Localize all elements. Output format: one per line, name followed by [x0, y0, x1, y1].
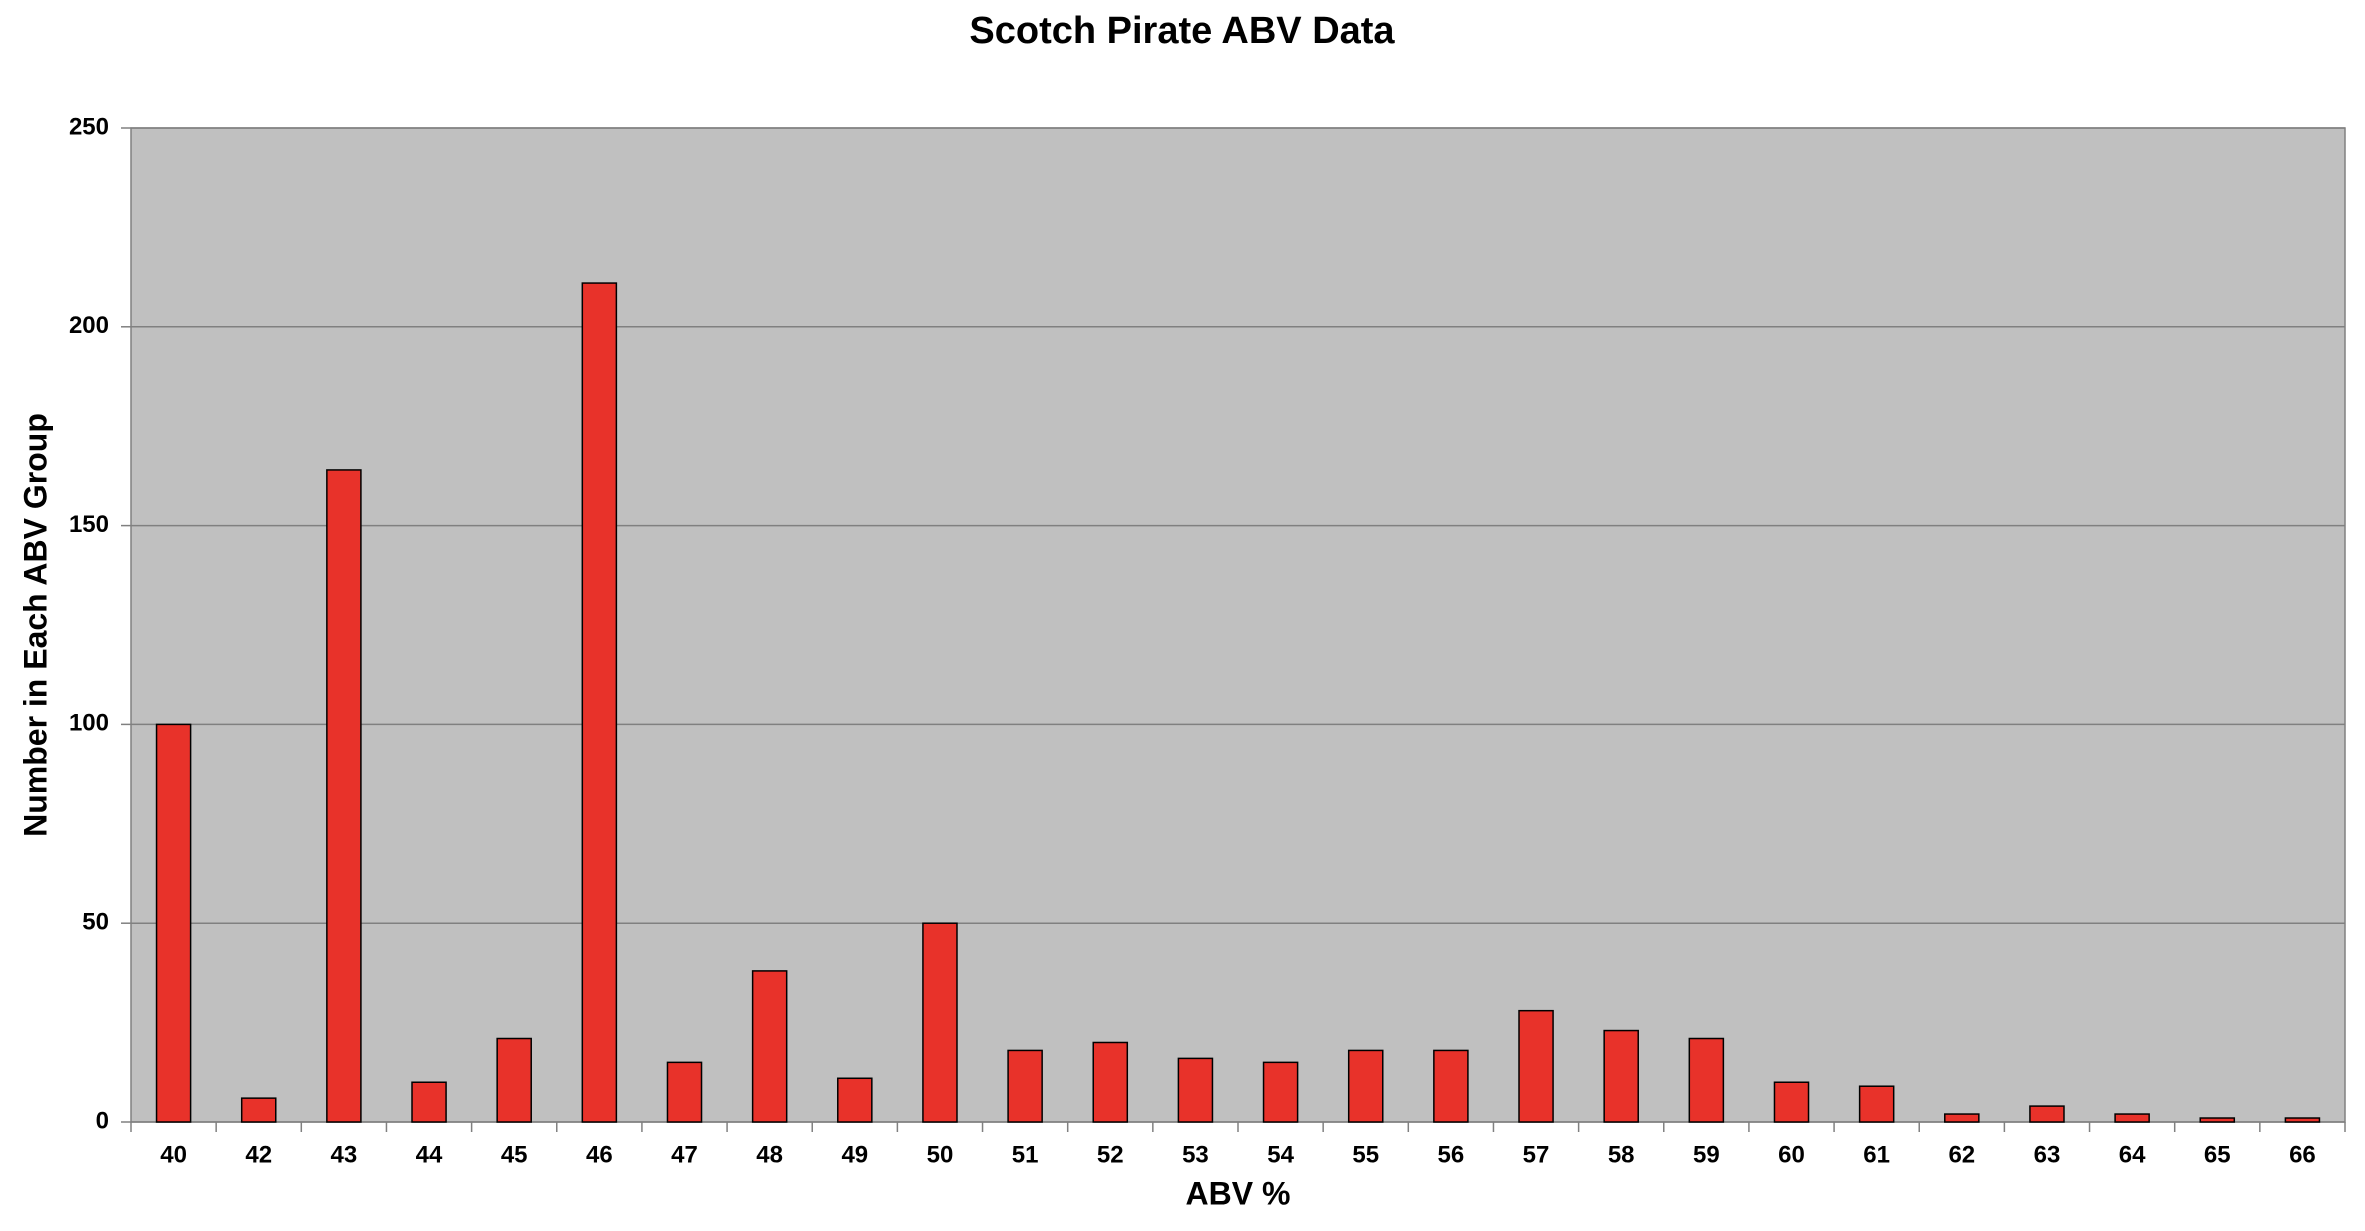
bar — [155, 723, 192, 1123]
bar — [1858, 1085, 1895, 1123]
x-tick-label: 59 — [1693, 1141, 1720, 1168]
x-tick-label: 55 — [1352, 1141, 1379, 1168]
bar — [2029, 1105, 2065, 1123]
bar — [1007, 1049, 1043, 1123]
x-tick-label: 44 — [416, 1141, 443, 1168]
bar — [751, 970, 788, 1123]
bar — [2114, 1113, 2150, 1123]
x-tick-label: 65 — [2204, 1141, 2231, 1168]
bar — [1518, 1009, 1554, 1123]
bar — [1262, 1061, 1299, 1123]
x-tick-label: 43 — [331, 1141, 358, 1168]
bar — [1177, 1057, 1214, 1123]
x-tick-label: 61 — [1863, 1141, 1890, 1168]
bar — [2284, 1117, 2321, 1123]
y-tick-label: 0 — [96, 1107, 109, 1134]
y-tick-label: 200 — [69, 312, 109, 339]
bar — [326, 469, 362, 1123]
y-tick-label: 100 — [69, 710, 109, 737]
y-tick-label: 50 — [82, 909, 109, 936]
x-tick-label: 42 — [245, 1141, 272, 1168]
bar — [240, 1097, 277, 1123]
x-tick-label: 57 — [1523, 1141, 1550, 1168]
bar — [1773, 1081, 1810, 1123]
bar — [1092, 1041, 1129, 1123]
x-tick-label: 64 — [2119, 1141, 2146, 1168]
bar — [1688, 1037, 1725, 1123]
x-tick-label: 62 — [1948, 1141, 1975, 1168]
bar — [1347, 1049, 1384, 1123]
x-tick-label: 47 — [671, 1141, 698, 1168]
x-tick-label: 48 — [756, 1141, 783, 1168]
x-tick-label: 45 — [501, 1141, 528, 1168]
bar — [496, 1037, 532, 1123]
y-tick-label: 250 — [69, 113, 109, 140]
bar — [581, 282, 618, 1123]
plot-area — [130, 127, 2346, 1123]
x-tick-label: 66 — [2289, 1141, 2316, 1168]
x-tick-label: 63 — [2034, 1141, 2061, 1168]
x-tick-label: 50 — [927, 1141, 954, 1168]
x-tick-label: 51 — [1012, 1141, 1039, 1168]
x-tick-label: 52 — [1097, 1141, 1124, 1168]
x-axis-label: ABV % — [1186, 1175, 1291, 1211]
y-axis-label: Number in Each ABV Group — [17, 413, 53, 837]
x-tick-label: 53 — [1182, 1141, 1209, 1168]
y-tick-label: 150 — [69, 511, 109, 538]
bar — [2199, 1117, 2236, 1123]
x-tick-label: 49 — [841, 1141, 868, 1168]
bar — [1603, 1029, 1639, 1123]
x-tick-label: 58 — [1608, 1141, 1635, 1168]
x-tick-label: 60 — [1778, 1141, 1805, 1168]
x-tick-label: 56 — [1438, 1141, 1465, 1168]
bar — [1433, 1049, 1469, 1123]
bar — [666, 1061, 703, 1123]
x-tick-label: 54 — [1267, 1141, 1294, 1168]
bar — [922, 922, 958, 1123]
chart-title: Scotch Pirate ABV Data — [969, 10, 1395, 52]
x-tick-label: 46 — [586, 1141, 613, 1168]
bar — [837, 1077, 873, 1123]
bar — [1944, 1113, 1980, 1123]
bar — [411, 1081, 447, 1123]
x-tick-label: 40 — [160, 1141, 187, 1168]
